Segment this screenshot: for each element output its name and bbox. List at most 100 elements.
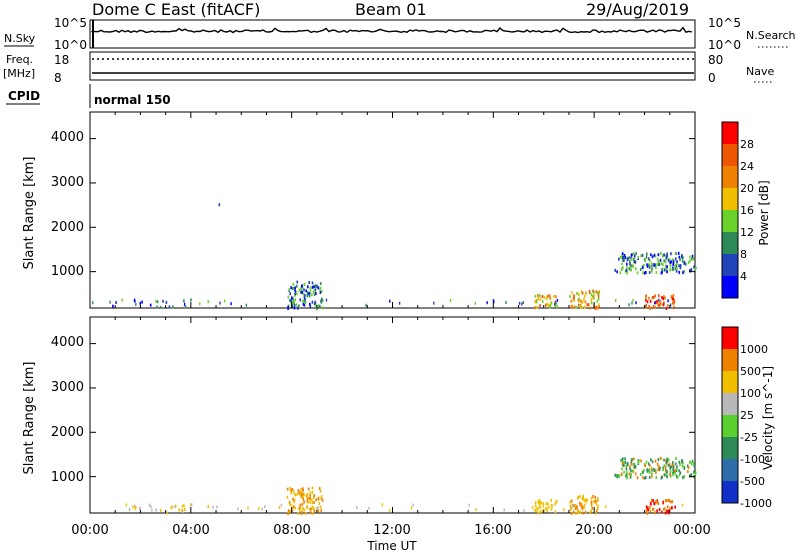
data-cell (656, 262, 659, 266)
data-cell (586, 303, 589, 307)
data-cell (304, 512, 307, 515)
data-cell (652, 296, 655, 299)
data-cell (536, 300, 538, 304)
data-cell (668, 463, 671, 467)
data-cell (545, 502, 548, 506)
data-cell (311, 293, 313, 297)
data-cell (474, 301, 477, 305)
data-cell (645, 298, 647, 302)
data-cell (653, 468, 655, 471)
data-cell (651, 472, 653, 476)
nave-tick-bottom: 0 (708, 71, 716, 85)
colorbar-segment (722, 349, 738, 371)
data-cell (647, 506, 649, 510)
data-cell (658, 508, 661, 511)
data-cell (631, 264, 634, 268)
data-cell (620, 458, 622, 462)
data-cell (674, 257, 677, 261)
data-cell (636, 476, 639, 480)
data-cell (672, 268, 674, 272)
data-cell (633, 258, 636, 261)
data-cell (665, 256, 668, 260)
data-cell (579, 495, 581, 499)
data-cell (298, 305, 300, 309)
nsearch-tick-bottom: 10^0 (708, 38, 741, 52)
data-cell (545, 303, 547, 307)
data-cell (645, 271, 647, 274)
data-cell (585, 291, 587, 295)
data-cell (588, 306, 591, 310)
data-cell (523, 508, 525, 512)
freq-frame (89, 51, 696, 81)
data-cell (617, 474, 620, 478)
data-cell (669, 500, 672, 504)
data-cell (645, 509, 648, 513)
data-cell (295, 493, 297, 497)
data-cell (648, 506, 651, 510)
freq-panel: Freq. [MHz] 18 8 80 0 Nave (3, 51, 774, 85)
data-cell (669, 473, 671, 477)
data-cell (304, 299, 306, 303)
data-cell (616, 270, 618, 274)
data-cell (172, 305, 174, 309)
data-cell (624, 256, 627, 259)
data-cell (310, 507, 312, 511)
nsky-trace (91, 26, 693, 34)
data-cell (320, 300, 323, 304)
data-cell (181, 508, 183, 512)
velocity-colorbar (721, 326, 739, 504)
data-cell (662, 468, 664, 472)
data-cell (683, 466, 686, 470)
data-cell (590, 293, 593, 297)
data-cell (625, 268, 628, 272)
data-cell (548, 303, 550, 307)
data-cell (619, 255, 622, 259)
data-cell (621, 457, 624, 461)
data-cell (672, 302, 675, 306)
data-cell (663, 253, 665, 257)
data-cell (261, 507, 263, 511)
data-cell (309, 286, 312, 290)
data-cell (586, 498, 589, 502)
data-cell (632, 298, 634, 302)
data-cell (637, 459, 640, 463)
data-cell (258, 507, 260, 511)
data-cell (534, 501, 537, 505)
data-cell (619, 271, 622, 275)
data-cell (670, 295, 673, 299)
data-cell (694, 267, 696, 270)
data-cell (672, 468, 674, 472)
data-cell (621, 262, 623, 266)
data-cell (672, 297, 675, 301)
data-cell (573, 299, 575, 302)
data-cell (135, 303, 137, 307)
data-cell (672, 260, 675, 264)
data-cell (666, 254, 668, 258)
data-cell (578, 293, 580, 296)
data-cell (651, 267, 653, 271)
data-cell (306, 492, 309, 496)
x-axis-label: Time UT (366, 539, 417, 553)
data-cell (675, 474, 678, 478)
data-cell (212, 505, 214, 509)
data-cell (534, 300, 536, 304)
data-cell (534, 306, 537, 310)
data-cell (663, 259, 665, 263)
data-cell (649, 509, 652, 513)
data-cell (307, 500, 310, 504)
data-cell (521, 302, 523, 306)
colorbar-segment (722, 371, 738, 393)
data-cell (584, 510, 587, 514)
data-cell (654, 468, 657, 472)
data-cell (668, 509, 670, 513)
data-cell (665, 307, 668, 310)
data-cell (300, 493, 302, 497)
data-cell (679, 462, 681, 466)
data-cell (669, 303, 672, 307)
data-cell (237, 507, 239, 511)
data-cell (631, 462, 633, 466)
data-cell (551, 504, 553, 508)
data-cell (590, 509, 593, 513)
data-cell (548, 294, 551, 298)
data-cell (518, 301, 521, 305)
